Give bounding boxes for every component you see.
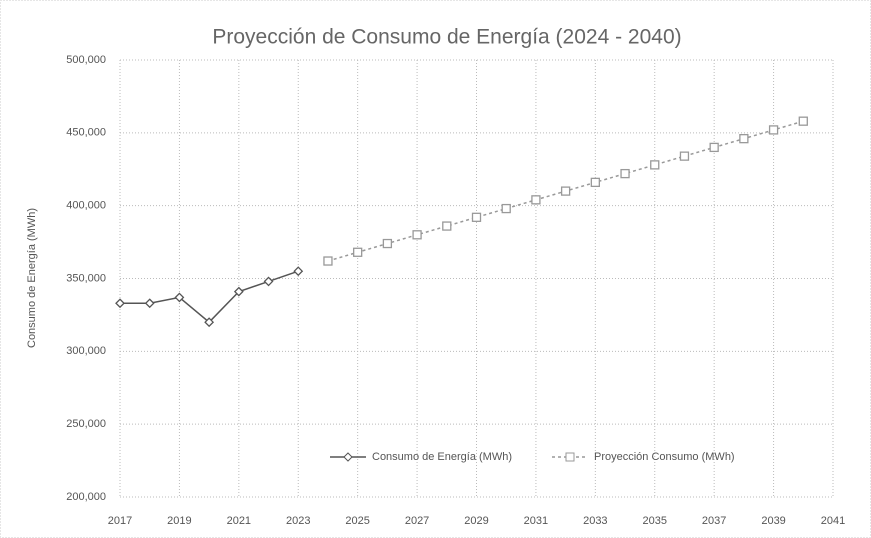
marker (709, 142, 719, 153)
x-tick-label: 2029 (464, 515, 488, 527)
y-tick-label: 350,000 (66, 272, 106, 284)
x-tick-label: 2025 (345, 515, 369, 527)
marker (471, 212, 482, 222)
marker (412, 230, 422, 240)
x-tick-label: 2021 (227, 515, 251, 527)
x-tick-label: 2039 (761, 515, 785, 527)
marker (501, 203, 511, 214)
x-tick-label: 2017 (108, 515, 132, 527)
y-tick-label: 500,000 (66, 54, 106, 66)
marker (679, 151, 690, 161)
marker (768, 125, 779, 135)
x-tick-label: 2041 (821, 515, 845, 527)
legend-label: Consumo de Energía (MWh) (372, 451, 512, 463)
marker (323, 256, 333, 266)
x-tick-label: 2027 (405, 515, 429, 527)
marker (590, 177, 600, 188)
y-tick-label: 200,000 (66, 491, 106, 503)
legend-marker (565, 452, 575, 462)
marker (293, 266, 304, 277)
marker (739, 134, 749, 144)
marker (233, 286, 244, 297)
marker (650, 160, 660, 170)
marker (798, 116, 808, 126)
y-axis-label: Consumo de Energía (MWh) (26, 208, 38, 348)
legend-label: Proyección Consumo (MWh) (594, 451, 735, 463)
y-tick-label: 300,000 (66, 345, 106, 357)
marker (353, 247, 363, 257)
x-tick-label: 2035 (643, 515, 667, 527)
marker (442, 221, 452, 231)
marker (620, 168, 630, 179)
y-tick-label: 250,000 (66, 418, 106, 430)
marker (263, 276, 274, 287)
marker (560, 186, 571, 196)
marker (174, 292, 185, 303)
x-tick-label: 2037 (702, 515, 726, 527)
x-tick-label: 2033 (583, 515, 607, 527)
marker (382, 238, 393, 249)
chart-title: Proyección de Consumo de Energía (2024 -… (212, 26, 681, 49)
y-tick-label: 450,000 (66, 127, 106, 139)
marker (144, 298, 155, 309)
y-tick-label: 400,000 (66, 200, 106, 212)
x-tick-label: 2019 (167, 515, 191, 527)
marker (531, 195, 541, 205)
legend-marker (343, 452, 353, 462)
marker (115, 298, 125, 309)
x-tick-label: 2031 (524, 515, 548, 527)
marker (204, 317, 215, 328)
x-tick-label: 2023 (286, 515, 310, 527)
